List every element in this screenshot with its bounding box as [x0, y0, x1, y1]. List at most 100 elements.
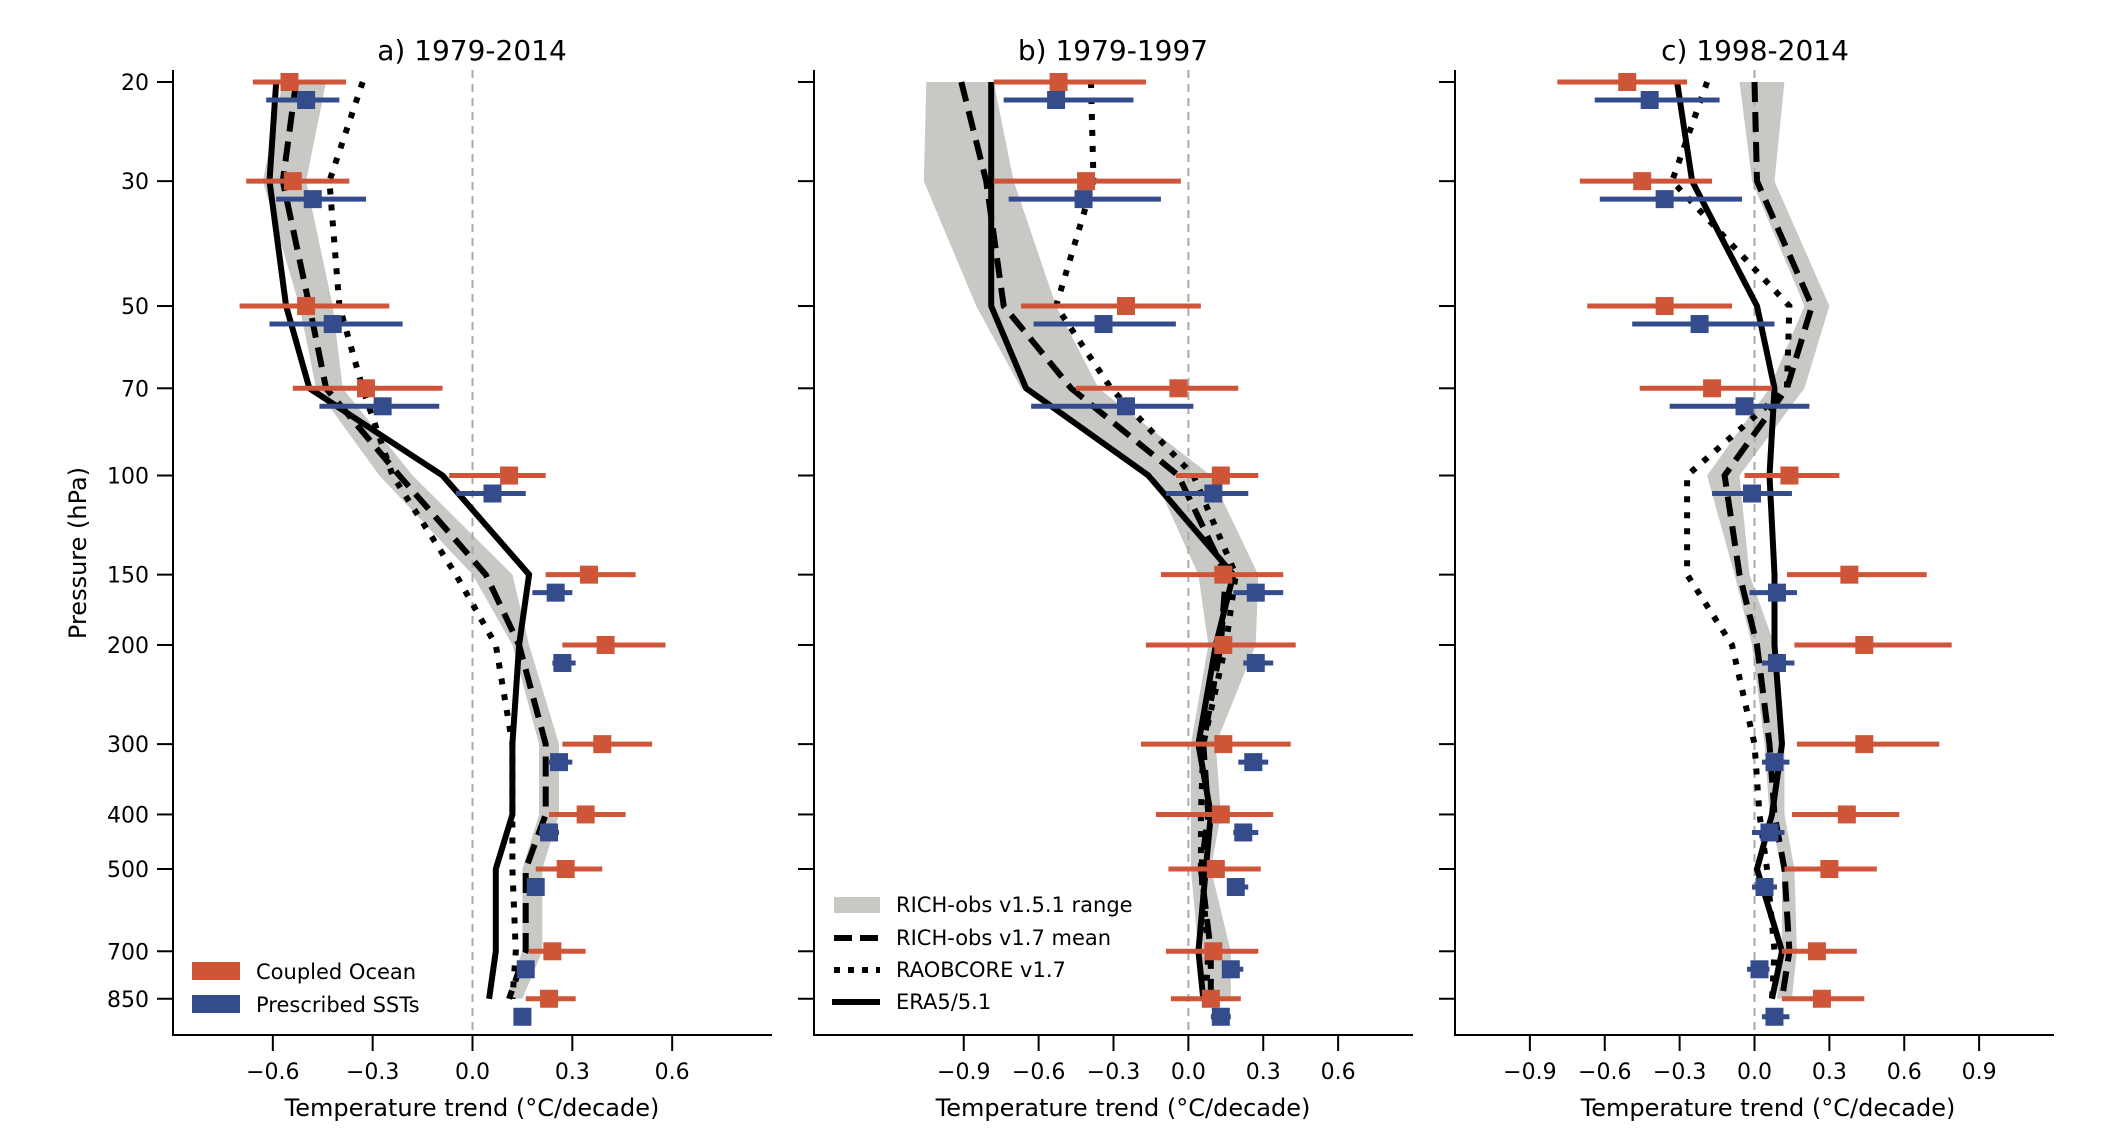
prescribed-marker — [1690, 315, 1709, 334]
coupled-marker — [500, 466, 519, 485]
legend-swatch-prescribed — [192, 995, 240, 1013]
prescribed-marker — [1244, 753, 1263, 772]
prescribed-marker — [553, 653, 572, 672]
prescribed-marker — [303, 190, 322, 209]
legend-label-prescribed: Prescribed SSTs — [256, 993, 420, 1017]
y-tick-label: 850 — [107, 988, 149, 1013]
y-axis-label: Pressure (hPa) — [64, 467, 92, 639]
era5-line — [266, 81, 533, 1000]
prescribed-marker — [1735, 397, 1754, 416]
prescribed-marker — [1094, 315, 1113, 334]
y-tick-label: 700 — [107, 940, 149, 965]
x-tick-label: −0.3 — [1087, 1060, 1140, 1085]
coupled-marker — [1206, 860, 1225, 879]
panel-c-x-axis-label: Temperature trend (°C/decade) — [1580, 1094, 1956, 1122]
coupled-marker — [1214, 565, 1233, 584]
prescribed-marker — [513, 1007, 532, 1026]
prescribed-marker — [1246, 653, 1265, 672]
coupled-marker — [1807, 942, 1826, 961]
raobcore-line — [326, 81, 519, 1000]
prescribed-marker — [1765, 753, 1784, 772]
y-tick-label: 50 — [121, 295, 149, 320]
coupled-marker — [1214, 635, 1233, 654]
prescribed-marker — [1755, 878, 1774, 897]
coupled-marker — [1201, 989, 1220, 1008]
prescribed-marker — [1234, 823, 1253, 842]
x-tick-label: 0.3 — [1812, 1060, 1847, 1085]
panel-b: b) 1979-1997 Temperature trend (°C/decad… — [798, 34, 1413, 1122]
prescribed-marker — [1767, 583, 1786, 602]
y-tick-label: 500 — [107, 858, 149, 883]
prescribed-marker — [546, 583, 565, 602]
coupled-marker — [1116, 297, 1135, 316]
prescribed-marker — [1204, 484, 1223, 503]
x-tick-label: 0.3 — [1246, 1060, 1281, 1085]
coupled-marker — [297, 297, 316, 316]
rich-range-band — [1707, 82, 1830, 999]
x-tick-label: 0.9 — [1962, 1060, 1997, 1085]
x-tick-label: 0.3 — [555, 1060, 590, 1085]
x-tick-label: −0.3 — [346, 1060, 399, 1085]
prescribed-marker — [1767, 653, 1786, 672]
prescribed-marker — [516, 960, 535, 979]
prescribed-marker — [1750, 960, 1769, 979]
x-tick-label: −0.6 — [246, 1060, 299, 1085]
x-tick-label: 0.6 — [655, 1060, 690, 1085]
y-tick-label: 100 — [107, 465, 149, 490]
panel-a: a) 1979-2014 Temperature trend (°C/decad… — [107, 34, 772, 1122]
panel-c: c) 1998-2014 Temperature trend (°C/decad… — [1439, 34, 2054, 1122]
rich-range-band — [923, 82, 1259, 999]
prescribed-marker — [1765, 1007, 1784, 1026]
prescribed-marker — [1211, 1007, 1230, 1026]
rich-mean-line — [1721, 81, 1816, 1000]
prescribed-marker — [297, 91, 316, 109]
prescribed-marker — [526, 878, 545, 897]
y-tick-label: 300 — [107, 733, 149, 758]
prescribed-marker — [1074, 190, 1093, 209]
x-tick-label: −0.3 — [1653, 1060, 1706, 1085]
panel-b-x-axis-label: Temperature trend (°C/decade) — [935, 1094, 1311, 1122]
prescribed-marker — [1640, 91, 1659, 109]
coupled-marker — [1211, 466, 1230, 485]
coupled-marker — [540, 989, 559, 1008]
coupled-marker — [1204, 942, 1223, 961]
prescribed-marker — [323, 315, 342, 334]
prescribed-marker — [1655, 190, 1674, 209]
x-tick-label: 0.0 — [1171, 1060, 1206, 1085]
coupled-marker — [1780, 466, 1799, 485]
legend-label-coupled: Coupled Ocean — [256, 960, 416, 984]
coupled-marker — [579, 565, 598, 584]
coupled-marker — [1812, 989, 1831, 1008]
panel-b-title: b) 1979-1997 — [1018, 34, 1208, 67]
y-tick-label: 30 — [121, 170, 149, 195]
prescribed-marker — [1226, 878, 1245, 897]
coupled-marker — [1855, 735, 1874, 754]
y-tick-label: 20 — [121, 71, 149, 96]
coupled-marker — [1855, 635, 1874, 654]
panel-c-title: c) 1998-2014 — [1661, 34, 1849, 67]
x-tick-label: −0.6 — [1578, 1060, 1631, 1085]
legend-models: Coupled Ocean Prescribed SSTs — [192, 960, 420, 1017]
rich-range-band — [262, 82, 560, 999]
prescribed-marker — [1047, 91, 1066, 109]
era5-line — [988, 82, 1237, 1000]
coupled-marker — [280, 73, 299, 91]
coupled-marker — [1655, 297, 1674, 316]
legend-label-rich-mean: RICH-obs v1.7 mean — [896, 926, 1111, 950]
y-tick-label: 200 — [107, 634, 149, 659]
coupled-marker — [1214, 735, 1233, 754]
x-tick-label: 0.0 — [455, 1060, 490, 1085]
coupled-marker — [1049, 73, 1068, 91]
x-tick-label: 0.0 — [1737, 1060, 1772, 1085]
prescribed-marker — [1221, 960, 1240, 979]
legend-label-rich-range: RICH-obs v1.5.1 range — [896, 893, 1133, 917]
coupled-marker — [283, 172, 302, 191]
prescribed-marker — [1116, 397, 1135, 416]
prescribed-marker — [550, 753, 569, 772]
coupled-marker — [1837, 805, 1856, 824]
coupled-marker — [1820, 860, 1839, 879]
coupled-marker — [1169, 379, 1188, 398]
y-tick-label: 400 — [107, 803, 149, 828]
prescribed-marker — [1760, 823, 1779, 842]
